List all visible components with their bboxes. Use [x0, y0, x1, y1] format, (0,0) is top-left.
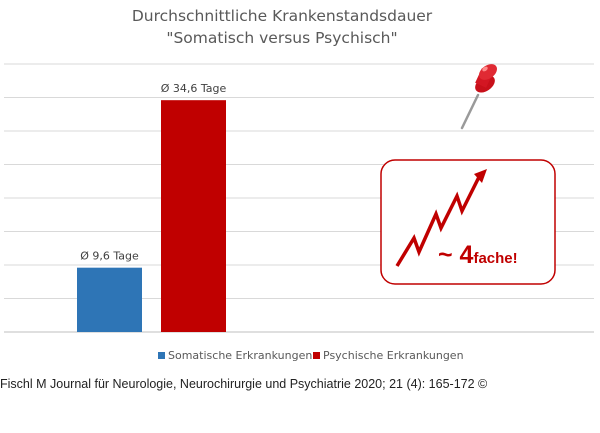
data-labels: Ø 9,6 Tage Ø 34,6 Tage [80, 82, 227, 263]
callout-box [380, 159, 556, 285]
pushpin-icon [460, 64, 498, 130]
bar-psychisch [161, 100, 226, 333]
legend-swatch [158, 352, 165, 359]
legend-label: Somatische Erkrankungen [168, 349, 312, 362]
callout-multiplier: ~ 4fache! [438, 241, 518, 269]
arrow-head-icon [474, 169, 487, 183]
legend: Somatische Erkrankungen Psychische Erkran… [158, 349, 464, 362]
chart: Durchschnittliche Krankenstandsdauer "So… [4, 7, 594, 362]
callout-suffix: fache! [473, 250, 517, 267]
legend-swatch [313, 352, 320, 359]
source-citation: Fischl M Journal für Neurologie, Neuroch… [0, 377, 488, 391]
chart-title-line-1: Durchschnittliche Krankenstandsdauer [132, 7, 433, 25]
bars [77, 100, 226, 333]
callout-tilde: ~ 4 [438, 241, 474, 269]
data-label-somatisch: Ø 9,6 Tage [80, 250, 139, 263]
bar-somatisch [77, 267, 142, 332]
data-label-psychisch: Ø 34,6 Tage [161, 82, 227, 95]
rising-arrow-icon [395, 176, 481, 267]
legend-label: Psychische Erkrankungen [323, 349, 464, 362]
callout: ~ 4fache! [380, 159, 556, 285]
chart-title-line-2: "Somatisch versus Psychisch" [166, 29, 397, 47]
